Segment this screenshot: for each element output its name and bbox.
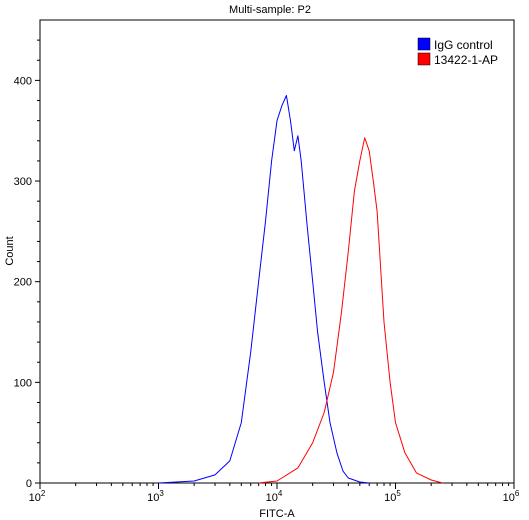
y-tick-label: 0 [26, 478, 32, 490]
legend-swatch [417, 52, 431, 66]
series-layer [158, 95, 443, 484]
y-tick-label: 200 [14, 277, 32, 289]
x-tick-label: 102 [29, 489, 46, 504]
x-tick-label: 106 [503, 489, 520, 504]
y-axis: 0 100 200 300 400 [14, 39, 40, 490]
plot-frame [39, 19, 515, 484]
x-axis-title: FITC-A [259, 508, 295, 520]
legend-label: IgG control [434, 38, 493, 52]
y-tick-label: 100 [14, 377, 32, 389]
series-line-0 [158, 95, 370, 484]
legend-swatch [417, 37, 431, 51]
legend-label: 13422-1-AP [434, 53, 498, 67]
x-tick-label: 105 [384, 489, 401, 504]
y-tick-label: 400 [14, 75, 32, 87]
y-axis-title: Count [4, 236, 16, 265]
chart-title: Multi-sample: P2 [229, 4, 311, 16]
x-tick-label: 104 [266, 489, 283, 504]
series-line-1 [258, 137, 443, 484]
y-tick-label: 300 [14, 176, 32, 188]
x-axis: 102 103 104 105 106 [29, 483, 520, 504]
x-tick-label: 103 [147, 489, 164, 504]
